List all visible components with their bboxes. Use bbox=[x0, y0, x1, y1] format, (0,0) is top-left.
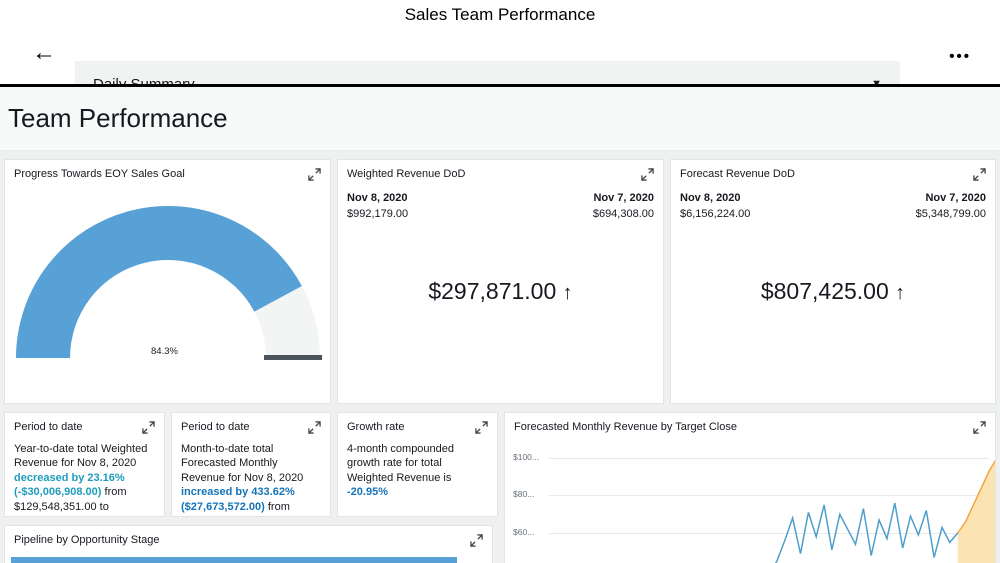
card-title: Period to date bbox=[181, 421, 250, 433]
card-pipeline-by-opportunity-stage: Pipeline by Opportunity Stage bbox=[4, 525, 493, 563]
grid-row: $80... bbox=[513, 489, 989, 501]
kpi-amount: $807,425.00 bbox=[760, 278, 889, 304]
kpi-primary-value: $297,871.00 ↑ bbox=[338, 278, 663, 305]
insight-text: Month-to-date total Forecasted Monthly R… bbox=[181, 442, 304, 516]
gauge-value-label: 84.3% bbox=[151, 346, 178, 357]
section-header: Team Performance bbox=[0, 87, 1000, 151]
kpi-primary-value: $807,425.00 ↑ bbox=[671, 278, 995, 305]
navbar: ← Daily Summary ▼ ••• bbox=[0, 28, 1000, 107]
expand-icon[interactable] bbox=[308, 168, 321, 181]
expand-icon[interactable] bbox=[470, 534, 483, 547]
card-forecast-revenue-dod: Forecast Revenue DoD Nov 8, 2020 $6,156,… bbox=[670, 159, 996, 404]
card-progress-eoy-goal: Progress Towards EOY Sales Goal 84.3% bbox=[4, 159, 331, 404]
forecast-line-chart[interactable] bbox=[549, 441, 996, 563]
kpi-date-value: $992,179.00 bbox=[347, 207, 409, 220]
kpi-date-value: $5,348,799.00 bbox=[915, 207, 986, 220]
y-axis-tick-label: $80... bbox=[513, 489, 535, 499]
expand-icon[interactable] bbox=[308, 421, 321, 434]
divider bbox=[0, 84, 1000, 87]
gridline bbox=[549, 495, 989, 496]
card-weighted-revenue-dod: Weighted Revenue DoD Nov 8, 2020 $992,17… bbox=[337, 159, 664, 404]
kpi-amount: $297,871.00 bbox=[428, 278, 557, 304]
trend-up-icon: ↑ bbox=[562, 282, 573, 304]
gridline bbox=[549, 458, 989, 459]
kpi-current-period: Nov 8, 2020 $6,156,224.00 bbox=[680, 192, 750, 220]
kpi-date-value: $694,308.00 bbox=[592, 207, 654, 220]
card-title: Growth rate bbox=[347, 421, 405, 433]
card-forecasted-monthly-revenue: Forecasted Monthly Revenue by Target Clo… bbox=[504, 412, 996, 563]
ellipsis-icon: ••• bbox=[949, 48, 971, 65]
card-title: Weighted Revenue DoD bbox=[347, 168, 466, 180]
card-insight-period-to-date-ytd: Period to date Year-to-date total Weight… bbox=[4, 412, 165, 517]
expand-icon[interactable] bbox=[641, 168, 654, 181]
kpi-date-label: Nov 7, 2020 bbox=[925, 191, 986, 204]
card-title: Forecasted Monthly Revenue by Target Clo… bbox=[514, 421, 737, 433]
kpi-date-label: Nov 8, 2020 bbox=[680, 191, 741, 204]
y-axis-tick-label: $100... bbox=[513, 452, 539, 462]
y-axis-tick-label: $60... bbox=[513, 527, 535, 537]
expand-icon[interactable] bbox=[973, 168, 986, 181]
insight-text: Year-to-date total Weighted Revenue for … bbox=[14, 442, 148, 513]
insight-text: 4-month compounded growth rate for total… bbox=[347, 442, 455, 499]
overflow-menu-button[interactable]: ••• bbox=[945, 44, 975, 69]
card-insight-period-to-date-mtd: Period to date Month-to-date total Forec… bbox=[171, 412, 331, 517]
expand-icon[interactable] bbox=[142, 421, 155, 434]
back-arrow-icon: ← bbox=[32, 39, 56, 66]
kpi-date-label: Nov 7, 2020 bbox=[593, 191, 654, 204]
grid-row: $60... bbox=[513, 527, 989, 539]
grid-row: $100... bbox=[513, 452, 989, 464]
kpi-date-label: Nov 8, 2020 bbox=[347, 191, 408, 204]
pipeline-bar[interactable] bbox=[11, 557, 457, 563]
card-title: Pipeline by Opportunity Stage bbox=[14, 534, 160, 546]
kpi-date-value: $6,156,224.00 bbox=[680, 207, 751, 220]
card-insight-growth-rate: Growth rate 4-month compounded growth ra… bbox=[337, 412, 498, 517]
card-title: Period to date bbox=[14, 421, 83, 433]
trend-up-icon: ↑ bbox=[895, 282, 906, 304]
kpi-previous-period: Nov 7, 2020 $694,308.00 bbox=[593, 192, 654, 220]
gridline bbox=[549, 533, 989, 534]
dashboard-title: Sales Team Performance bbox=[404, 5, 596, 24]
section-title: Team Performance bbox=[8, 103, 228, 133]
kpi-current-period: Nov 8, 2020 $992,179.00 bbox=[347, 192, 408, 220]
back-button[interactable]: ← bbox=[32, 41, 56, 65]
expand-icon[interactable] bbox=[973, 421, 986, 434]
kpi-previous-period: Nov 7, 2020 $5,348,799.00 bbox=[916, 192, 986, 220]
gauge-chart[interactable] bbox=[13, 200, 323, 364]
expand-icon[interactable] bbox=[475, 421, 488, 434]
card-title: Forecast Revenue DoD bbox=[680, 168, 795, 180]
title-bar: Sales Team Performance bbox=[0, 0, 1000, 28]
card-title: Progress Towards EOY Sales Goal bbox=[14, 168, 185, 180]
